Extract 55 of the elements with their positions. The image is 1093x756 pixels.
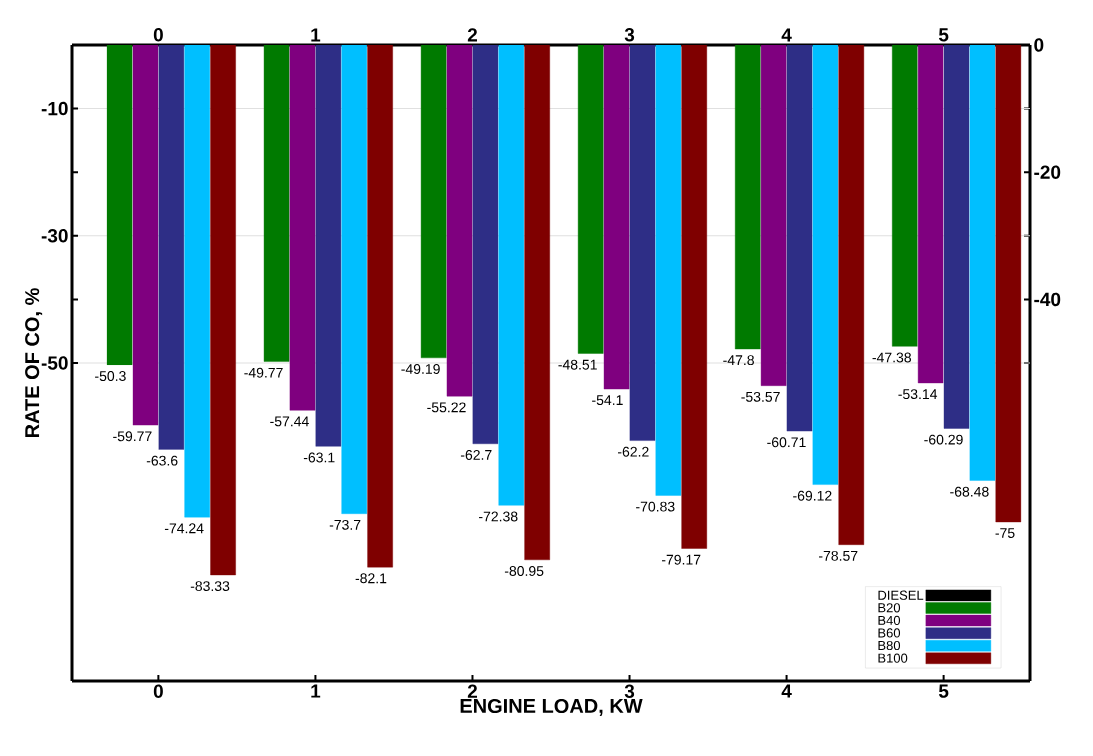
data-label: -70.83	[636, 501, 675, 512]
legend-label: B20	[878, 603, 901, 613]
x-tick-label: 4	[781, 684, 792, 698]
legend-label: DIESEL	[878, 590, 924, 600]
data-label: -68.48	[950, 486, 989, 497]
data-label: -63.1	[303, 452, 335, 463]
data-label: -60.71	[767, 437, 806, 448]
y2-tick-label: -20	[1034, 165, 1061, 179]
data-label: -62.7	[460, 449, 492, 460]
data-label: -53.14	[898, 389, 938, 400]
data-label: -82.1	[355, 573, 387, 584]
data-label: -73.7	[329, 519, 361, 530]
category-label: 2	[467, 28, 477, 42]
data-label: -48.51	[558, 359, 597, 370]
x-axis-title: ENGINE LOAD, KW	[460, 698, 643, 716]
y-tick-label: -30	[41, 229, 68, 243]
data-label: -63.6	[146, 455, 178, 466]
y-tick-label: -10	[41, 101, 68, 116]
y-tick-label: -50	[41, 356, 68, 370]
category-label: 4	[781, 28, 792, 42]
data-label: -55.22	[427, 402, 466, 413]
data-label: -47.38	[872, 352, 911, 363]
data-label: -50.3	[95, 371, 126, 382]
data-label: -79.17	[661, 554, 701, 565]
category-label: 5	[938, 28, 949, 42]
data-label: -60.29	[924, 434, 963, 445]
legend-label: B60	[878, 628, 901, 638]
data-label: -62.2	[617, 446, 649, 457]
y2-tick-label: -40	[1034, 292, 1061, 307]
y2-tick-label: 0	[1034, 38, 1044, 52]
x-tick-label: 1	[311, 684, 321, 698]
data-label: -75	[995, 528, 1015, 538]
data-label: -54.1	[592, 395, 623, 406]
x-tick-label: 5	[938, 684, 949, 698]
data-label: -53.57	[741, 391, 780, 402]
data-label: -57.44	[270, 416, 309, 427]
category-label: 1	[311, 28, 321, 42]
legend-label: B80	[878, 640, 901, 651]
data-label: -49.77	[244, 367, 283, 378]
category-label: 0	[153, 28, 163, 42]
data-label: -72.38	[479, 511, 518, 522]
data-label: -83.33	[190, 581, 230, 592]
x-tick-label: 3	[624, 684, 635, 699]
data-label: -59.77	[113, 431, 152, 442]
data-label: -80.95	[504, 566, 544, 576]
category-label: 3	[624, 27, 635, 42]
data-label: -49.19	[401, 364, 440, 374]
x-tick-label: 0	[153, 684, 163, 698]
data-label: -47.8	[723, 355, 754, 366]
legend-label: B100	[878, 653, 908, 663]
legend-label: B40	[878, 615, 901, 625]
x-tick-label: 2	[467, 684, 477, 698]
data-label: -74.24	[164, 523, 204, 534]
data-label: -78.57	[819, 550, 858, 561]
data-label: -69.12	[793, 490, 832, 501]
